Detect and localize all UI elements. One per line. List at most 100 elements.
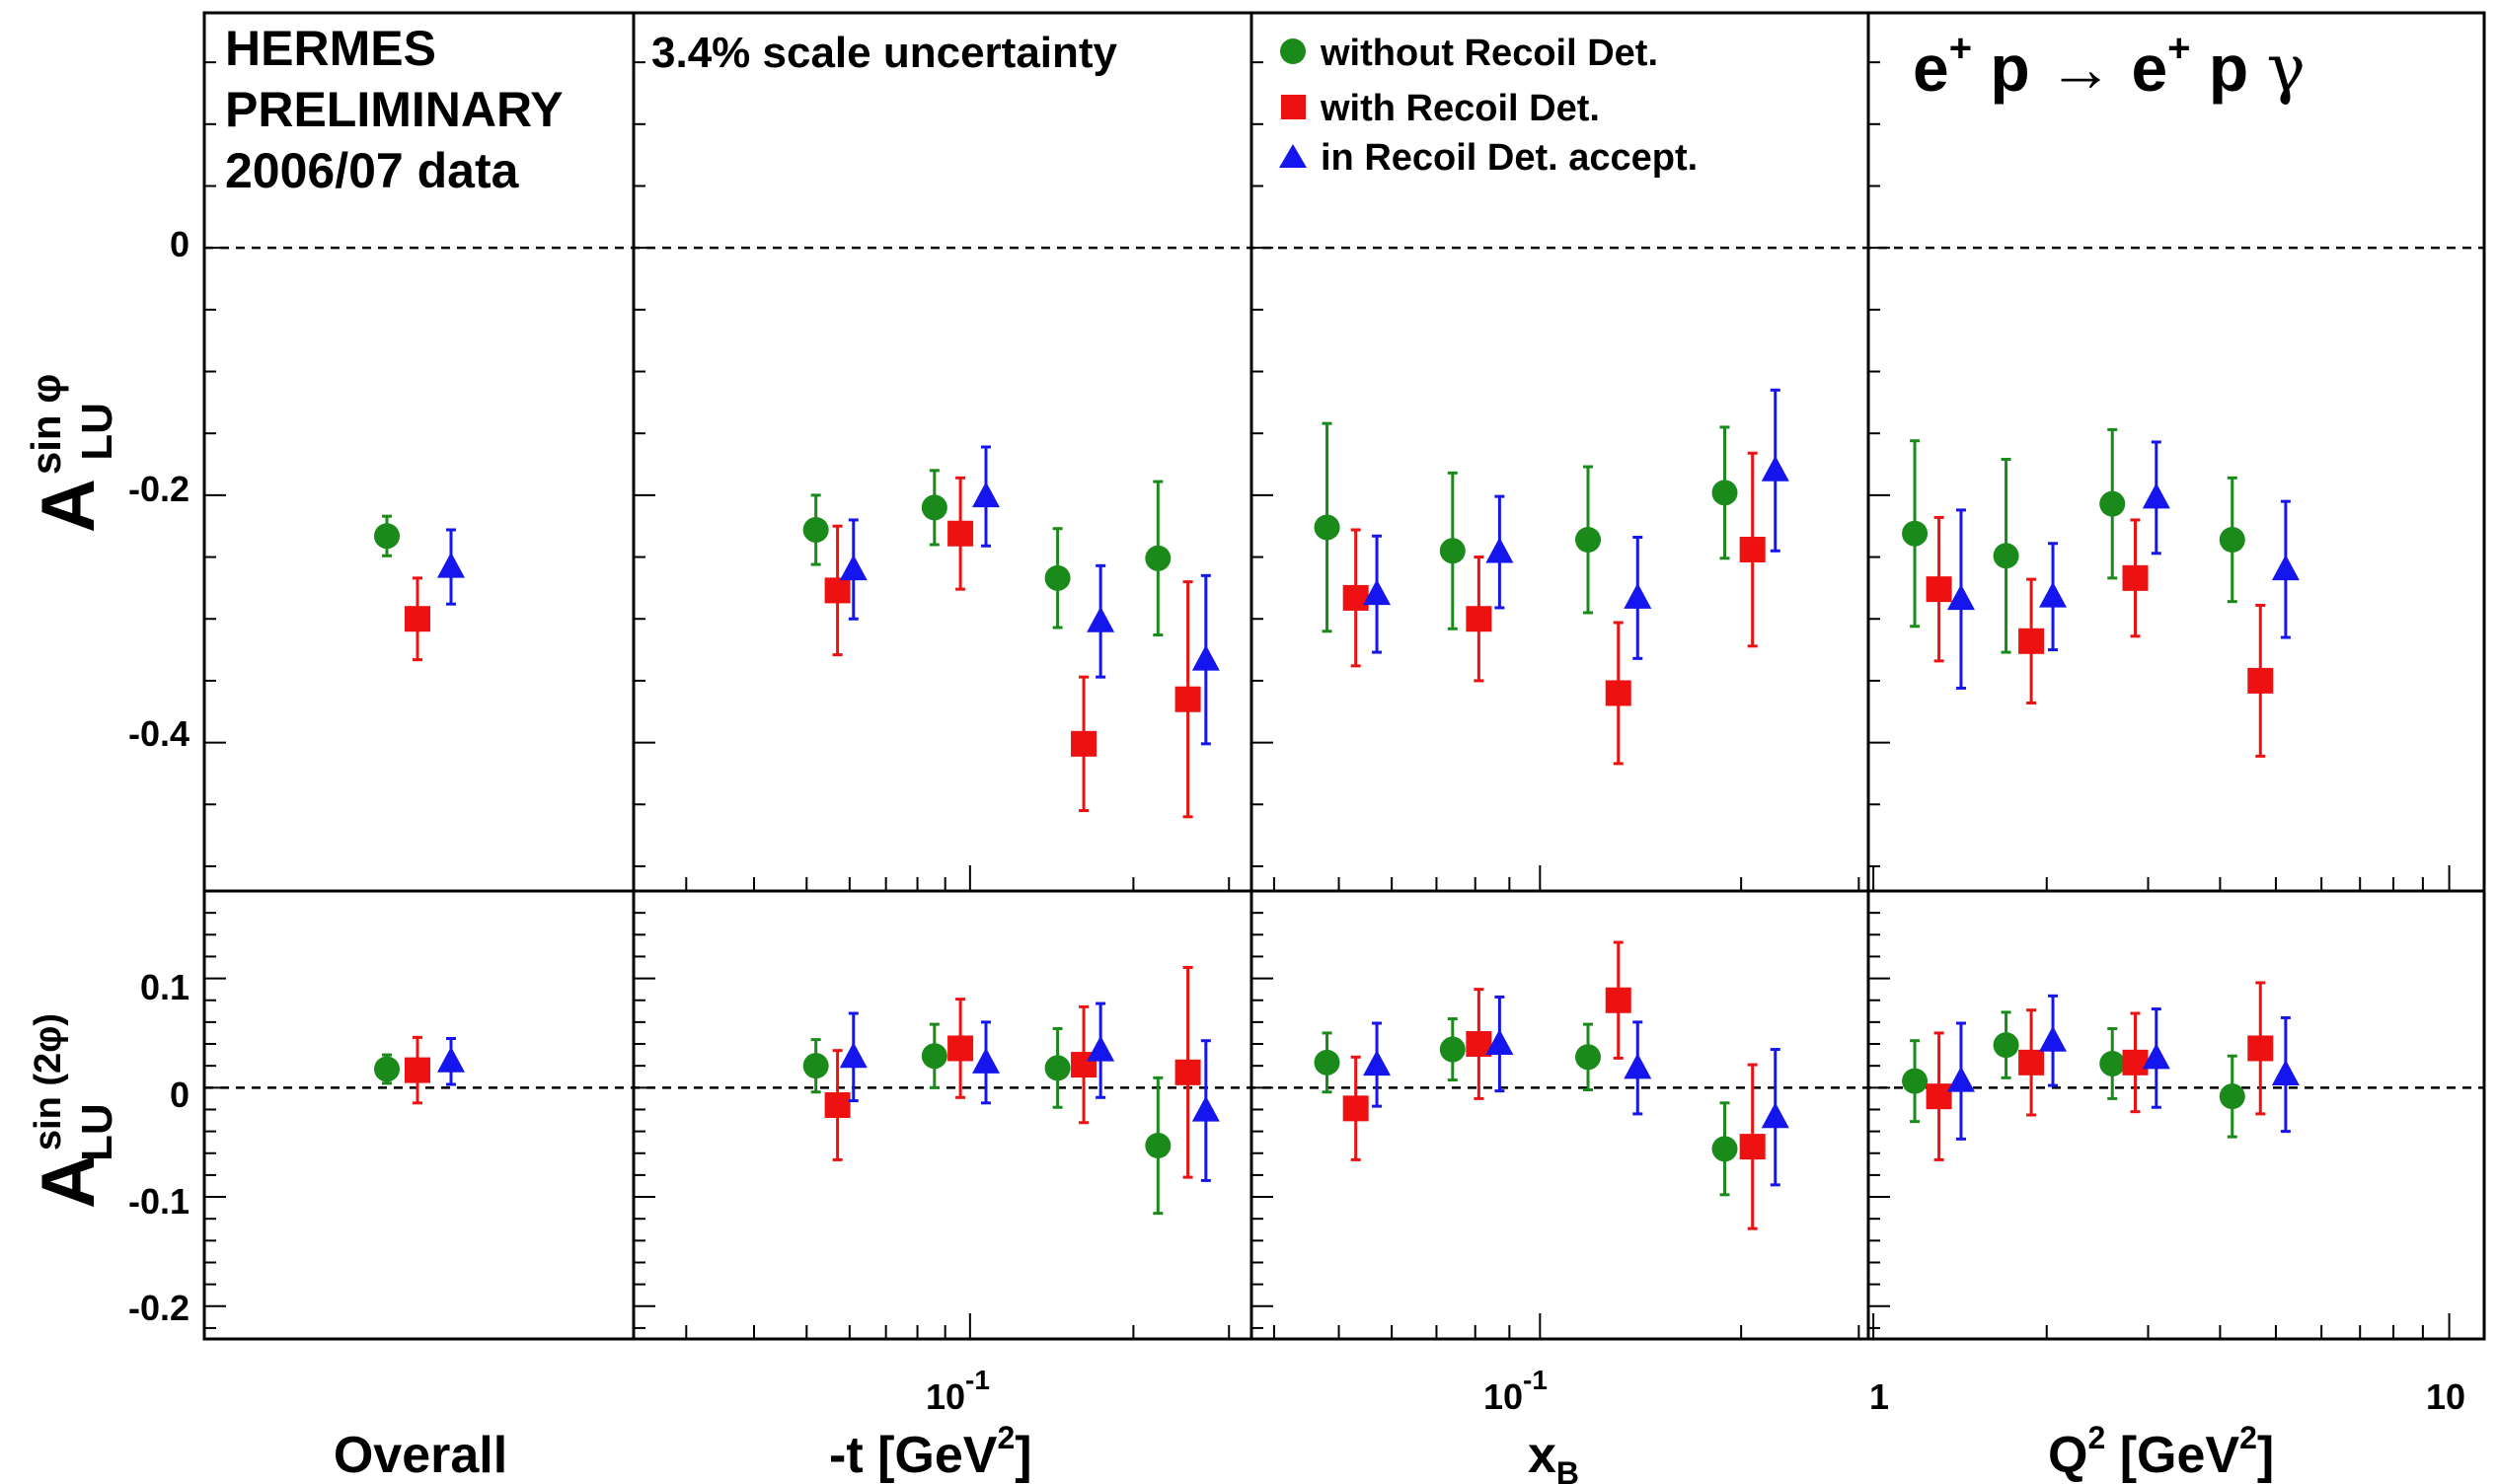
y-tick-label: 0.1 [140, 967, 189, 1007]
y-axis-title-sin-phi: Asin φLU [23, 374, 121, 533]
point-sin-phi-circle [921, 494, 947, 521]
point-sin-phi-circle [2219, 527, 2245, 553]
point-sin-2phi-triangle [2271, 1060, 2300, 1086]
point-sin-2phi-triangle [1485, 1029, 1514, 1056]
point-sin-phi-triangle [1191, 644, 1220, 671]
point-sin-2phi-triangle [839, 1042, 868, 1069]
point-sin-phi-square [1071, 730, 1097, 757]
point-sin-phi-triangle [1485, 537, 1514, 563]
point-sin-phi-circle [1902, 520, 1929, 547]
point-sin-phi-square [1174, 686, 1201, 712]
point-sin-2phi-triangle [1624, 1053, 1652, 1079]
point-sin-2phi-square [2122, 1049, 2149, 1076]
point-sin-2phi-circle [1439, 1036, 1466, 1063]
y-tick-label: -0.1 [128, 1181, 189, 1222]
point-sin-phi-square [2247, 667, 2274, 694]
point-sin-2phi-circle [1902, 1068, 1929, 1094]
x-axis-title-overall: Overall [334, 1427, 507, 1484]
point-sin-2phi-circle [921, 1043, 947, 1070]
legend: without Recoil Det. with Recoil Det. in … [1279, 33, 1698, 179]
point-sin-phi-square [1466, 606, 1492, 632]
axis-ticks [204, 61, 2451, 1339]
x-axis-title-t: -t [GeV2] [829, 1420, 1032, 1484]
point-sin-2phi-triangle [2039, 1025, 2068, 1052]
point-sin-2phi-square [1342, 1095, 1369, 1122]
y-tick-label: -0.4 [128, 713, 189, 754]
zero-reference-lines [204, 246, 2484, 1089]
point-sin-phi-circle [374, 523, 400, 550]
point-sin-phi-square [1605, 680, 1631, 706]
point-sin-phi-square [2018, 628, 2045, 654]
point-sin-phi-triangle [972, 482, 1001, 508]
point-sin-phi-triangle [2271, 555, 2300, 581]
point-sin-2phi-triangle [2142, 1043, 2170, 1070]
point-sin-2phi-square [1739, 1134, 1766, 1160]
point-sin-phi-triangle [1946, 584, 1975, 611]
point-sin-phi-circle [802, 516, 829, 543]
reaction-label: e+ p → e+ p γ [1913, 27, 2306, 107]
point-sin-2phi-triangle [1087, 1035, 1115, 1062]
y-tick-label: 0 [170, 1075, 189, 1115]
point-sin-phi-square [2122, 564, 2149, 591]
x-tick-label-xb: 10-1 [1483, 1365, 1548, 1417]
point-sin-2phi-circle [374, 1056, 400, 1082]
point-sin-2phi-triangle [972, 1047, 1001, 1074]
y-tick-label: 0 [170, 224, 189, 264]
point-sin-phi-circle [1993, 543, 2019, 569]
point-sin-phi-triangle [2039, 581, 2068, 608]
panel-frames [202, 11, 2486, 1341]
legend-label-without-recoil: without Recoil Det. [1320, 33, 1658, 74]
point-sin-phi-square [1739, 537, 1766, 563]
legend-marker-with-recoil [1281, 95, 1306, 119]
point-sin-2phi-square [1174, 1059, 1201, 1085]
y-axis-title-sin-2phi: Asin (2φ)LU [27, 1013, 121, 1209]
point-sin-2phi-square [1605, 987, 1631, 1013]
legend-label-with-recoil: with Recoil Det. [1320, 88, 1600, 129]
x-axis-title-q2: Q2 [GeV2] [2048, 1420, 2274, 1484]
point-sin-2phi-circle [1314, 1049, 1340, 1076]
point-sin-2phi-triangle [1761, 1102, 1789, 1129]
x-tick-label-q2: 1 [1869, 1376, 1889, 1417]
dataset-label: 2006/07 data [225, 143, 520, 198]
y-tick-label: -0.2 [128, 1288, 189, 1328]
point-sin-phi-square [405, 606, 430, 632]
point-sin-2phi-circle [1993, 1032, 2019, 1059]
point-sin-phi-circle [1145, 545, 1172, 571]
point-sin-phi-triangle [1624, 582, 1652, 609]
point-sin-phi-circle [1439, 538, 1466, 564]
point-sin-phi-triangle [1087, 606, 1115, 632]
point-sin-phi-circle [2099, 490, 2126, 517]
point-sin-2phi-square [824, 1092, 851, 1119]
point-sin-phi-square [1926, 576, 1952, 603]
x-axis-title-xb: xB [1528, 1427, 1579, 1484]
point-sin-phi-triangle [1761, 455, 1789, 482]
point-sin-phi-triangle [2142, 482, 2170, 509]
point-sin-phi-triangle [839, 555, 868, 581]
scale-uncertainty-label: 3.4% scale uncertainty [651, 29, 1118, 77]
experiment-label: HERMES [225, 21, 436, 76]
point-sin-phi-triangle [1363, 579, 1392, 606]
point-sin-2phi-triangle [1946, 1066, 1975, 1092]
status-label: PRELIMINARY [225, 82, 564, 137]
point-sin-2phi-triangle [1363, 1050, 1392, 1076]
legend-marker-in-acceptance [1279, 144, 1307, 168]
point-sin-2phi-triangle [1191, 1095, 1220, 1122]
x-tick-label-t: 10-1 [926, 1365, 990, 1417]
point-sin-2phi-circle [1145, 1133, 1172, 1159]
point-sin-2phi-square [405, 1057, 430, 1083]
plot-frame [202, 11, 2486, 1341]
x-tick-label-q2: 10 [2426, 1376, 2465, 1417]
point-sin-phi-square [824, 577, 851, 604]
legend-label-in-acceptance: in Recoil Det. accept. [1321, 137, 1698, 179]
point-sin-2phi-triangle [437, 1046, 465, 1073]
point-sin-2phi-square [2018, 1049, 2045, 1076]
point-sin-phi-circle [1314, 514, 1340, 541]
point-sin-2phi-circle [2219, 1083, 2245, 1110]
point-sin-2phi-square [1926, 1083, 1952, 1110]
point-sin-2phi-square [947, 1035, 974, 1062]
point-sin-2phi-circle [1044, 1055, 1071, 1081]
point-sin-phi-triangle [437, 552, 465, 578]
point-sin-2phi-circle [802, 1053, 829, 1079]
point-sin-phi-circle [1711, 480, 1738, 506]
